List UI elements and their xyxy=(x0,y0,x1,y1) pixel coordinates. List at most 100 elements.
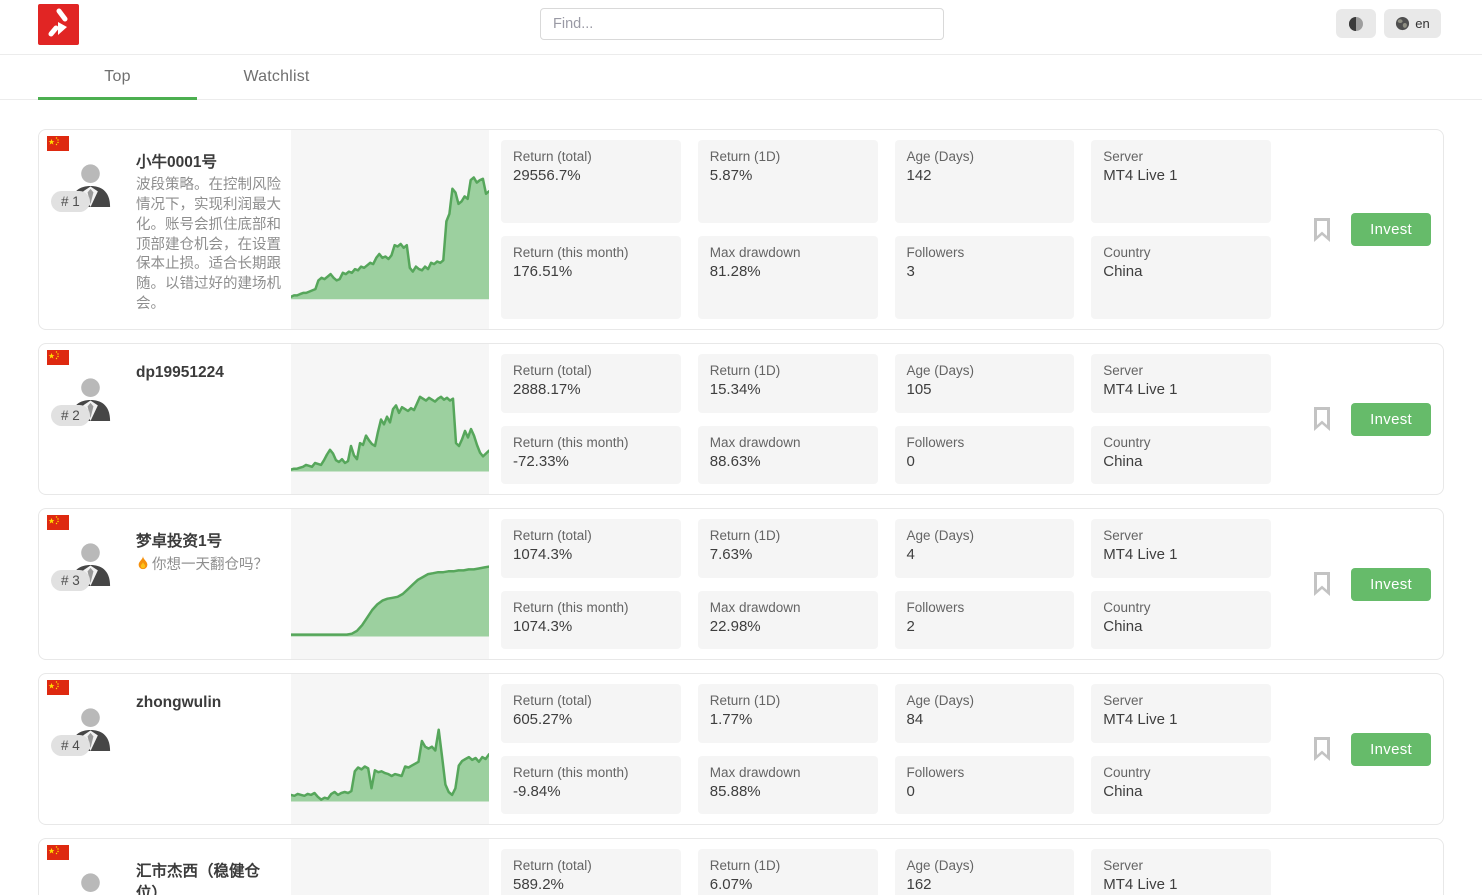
stat-return-1d: Return (1D) 7.63% xyxy=(697,519,878,578)
header: en xyxy=(0,0,1482,55)
stat-return-month: Return (this month) -9.84% xyxy=(501,755,681,815)
trader-description-text: 波段策略。在控制风险情况下，实现利润最大化。账号会抓住底部和顶部建仓机会，在设置… xyxy=(136,177,281,313)
trader-description-text: 你想一天翻仓吗？ xyxy=(152,557,268,574)
stat-age-days: Age (Days) 105 xyxy=(894,354,1075,413)
stat-age-days: Age (Days) 142 xyxy=(894,140,1075,223)
rank-badge: # 2 xyxy=(51,405,90,427)
trader-profile: # 4 zhongwulin xyxy=(39,674,291,824)
bookmark-icon[interactable] xyxy=(1312,217,1332,243)
stat-server: Server MT4 Live 1 xyxy=(1091,354,1271,413)
bookmark-icon[interactable] xyxy=(1312,736,1332,762)
stats-grid: Return (total) 2888.17% Return (1D) 15.3… xyxy=(489,344,1271,494)
stat-followers: Followers 0 xyxy=(894,425,1075,485)
performance-sparkline xyxy=(291,674,489,825)
stats-grid: Return (total) 1074.3% Return (1D) 7.63%… xyxy=(489,509,1271,659)
performance-sparkline xyxy=(291,344,489,495)
card-actions: Invest xyxy=(1271,344,1443,494)
trader-info: 梦卓投资1号 你想一天翻仓吗？ xyxy=(136,529,283,576)
stat-age-days: Age (Days) 4 xyxy=(894,519,1075,578)
tab-top[interactable]: Top xyxy=(38,55,197,100)
trader-card: # 5 汇市杰西（稳健仓位） 顺势波段交易策略 Return (total) 5… xyxy=(38,838,1444,895)
stat-country: Country China xyxy=(1091,425,1271,485)
trader-card: # 2 dp19951224 Return (total) 2888.17% R xyxy=(38,343,1444,496)
sparkline-area-chart xyxy=(291,176,489,300)
bookmark-icon[interactable] xyxy=(1312,406,1332,432)
search-input[interactable] xyxy=(540,8,944,40)
sparkline-area-chart xyxy=(291,728,489,802)
stat-country: Country China xyxy=(1091,236,1271,320)
stat-return-month: Return (this month) -72.33% xyxy=(501,425,681,485)
trader-info: dp19951224 xyxy=(136,364,283,382)
contrast-icon xyxy=(1349,16,1363,31)
sparkline-area-chart xyxy=(291,839,489,895)
brand-logo-icon[interactable] xyxy=(38,4,79,45)
card-actions: Invest xyxy=(1271,509,1443,659)
stat-country: Country China xyxy=(1091,590,1271,650)
stat-return-1d: Return (1D) 1.77% xyxy=(697,684,878,743)
stats-grid: Return (total) 589.2% Return (1D) 6.07% … xyxy=(489,839,1271,895)
language-label: en xyxy=(1415,16,1430,31)
stat-return-month: Return (this month) 176.51% xyxy=(501,236,681,320)
rank-badge: # 1 xyxy=(51,191,90,212)
sparkline-area-chart xyxy=(291,565,489,637)
card-actions: Invest xyxy=(1271,674,1443,824)
stat-followers: Followers 2 xyxy=(894,590,1075,650)
tab-bar: Top Watchlist xyxy=(0,55,1482,100)
rank-badge: # 3 xyxy=(51,570,90,592)
performance-sparkline xyxy=(291,509,489,660)
stat-age-days: Age (Days) 162 xyxy=(894,849,1075,895)
stat-country: Country China xyxy=(1091,755,1271,815)
stat-followers: Followers 3 xyxy=(894,236,1075,320)
theme-toggle-button[interactable] xyxy=(1336,9,1376,38)
invest-button[interactable]: Invest xyxy=(1351,567,1431,601)
stat-return-total: Return (total) 589.2% xyxy=(501,849,681,895)
china-flag-icon xyxy=(47,515,69,531)
stats-grid: Return (total) 605.27% Return (1D) 1.77%… xyxy=(489,674,1271,824)
invest-button[interactable]: Invest xyxy=(1351,732,1431,766)
stat-return-1d: Return (1D) 5.87% xyxy=(697,140,878,223)
performance-sparkline xyxy=(291,839,489,895)
tab-watchlist[interactable]: Watchlist xyxy=(197,55,356,99)
stat-return-total: Return (total) 1074.3% xyxy=(501,519,681,578)
stat-max-drawdown: Max drawdown 81.28% xyxy=(697,236,878,320)
stat-max-drawdown: Max drawdown 85.88% xyxy=(697,755,878,815)
stat-server: Server MT4 Live 1 xyxy=(1091,140,1271,223)
language-button[interactable]: en xyxy=(1384,9,1441,38)
stat-return-total: Return (total) 605.27% xyxy=(501,684,681,743)
invest-button[interactable]: Invest xyxy=(1351,213,1431,246)
trader-card: # 1 小牛0001号 波段策略。在控制风险情况下，实现利润最大化。账号会抓住底… xyxy=(38,129,1444,331)
tab-watchlist-label: Watchlist xyxy=(243,68,310,85)
trader-profile: # 1 小牛0001号 波段策略。在控制风险情况下，实现利润最大化。账号会抓住底… xyxy=(39,130,291,329)
china-flag-icon xyxy=(47,350,69,366)
china-flag-icon xyxy=(47,136,69,151)
stat-max-drawdown: Max drawdown 88.63% xyxy=(697,425,878,485)
header-controls: en xyxy=(1336,9,1441,38)
china-flag-icon xyxy=(47,845,69,861)
card-actions: Invest xyxy=(1271,839,1443,895)
stat-server: Server MT4 Live 1 xyxy=(1091,519,1271,578)
trader-description: 波段策略。在控制风险情况下，实现利润最大化。账号会抓住底部和顶部建仓机会，在设置… xyxy=(136,176,283,315)
trader-profile: # 5 汇市杰西（稳健仓位） 顺势波段交易策略 xyxy=(39,839,291,895)
globe-icon xyxy=(1396,16,1410,31)
trader-info: 汇市杰西（稳健仓位） 顺势波段交易策略 xyxy=(136,859,283,895)
trader-profile: # 2 dp19951224 xyxy=(39,344,291,494)
card-actions: Invest xyxy=(1271,130,1443,329)
stat-server: Server MT4 Live 1 xyxy=(1091,684,1271,743)
trader-profile: # 3 梦卓投资1号 你想一天翻仓吗？ xyxy=(39,509,291,659)
trader-name: 梦卓投资1号 xyxy=(136,533,223,551)
active-tab-underline xyxy=(38,97,197,100)
stat-return-month: Return (this month) 1074.3% xyxy=(501,590,681,650)
stat-followers: Followers 0 xyxy=(894,755,1075,815)
trader-name: 汇市杰西（稳健仓位） xyxy=(136,863,261,895)
china-flag-icon xyxy=(47,680,69,696)
bookmark-icon[interactable] xyxy=(1312,571,1332,597)
trader-name: zhongwulin xyxy=(136,694,222,712)
trader-card: # 4 zhongwulin Return (total) 605.27% Re xyxy=(38,673,1444,826)
invest-button[interactable]: Invest xyxy=(1351,402,1431,436)
stat-return-total: Return (total) 2888.17% xyxy=(501,354,681,413)
performance-sparkline xyxy=(291,130,489,330)
stats-grid: Return (total) 29556.7% Return (1D) 5.87… xyxy=(489,130,1271,329)
sparkline-area-chart xyxy=(291,395,489,472)
trader-list: # 1 小牛0001号 波段策略。在控制风险情况下，实现利润最大化。账号会抓住底… xyxy=(0,100,1482,895)
avatar xyxy=(81,873,100,895)
